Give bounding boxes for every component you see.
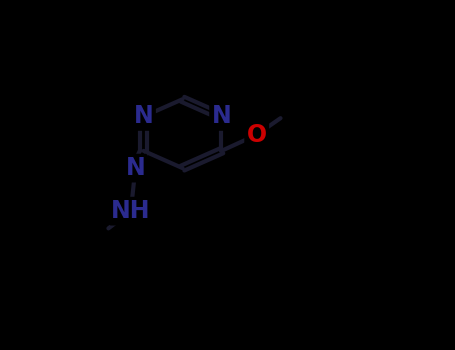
- Text: N: N: [134, 104, 153, 128]
- Text: N: N: [212, 104, 231, 128]
- Text: N: N: [126, 156, 145, 180]
- Text: O: O: [247, 123, 267, 147]
- Text: NH: NH: [111, 199, 151, 223]
